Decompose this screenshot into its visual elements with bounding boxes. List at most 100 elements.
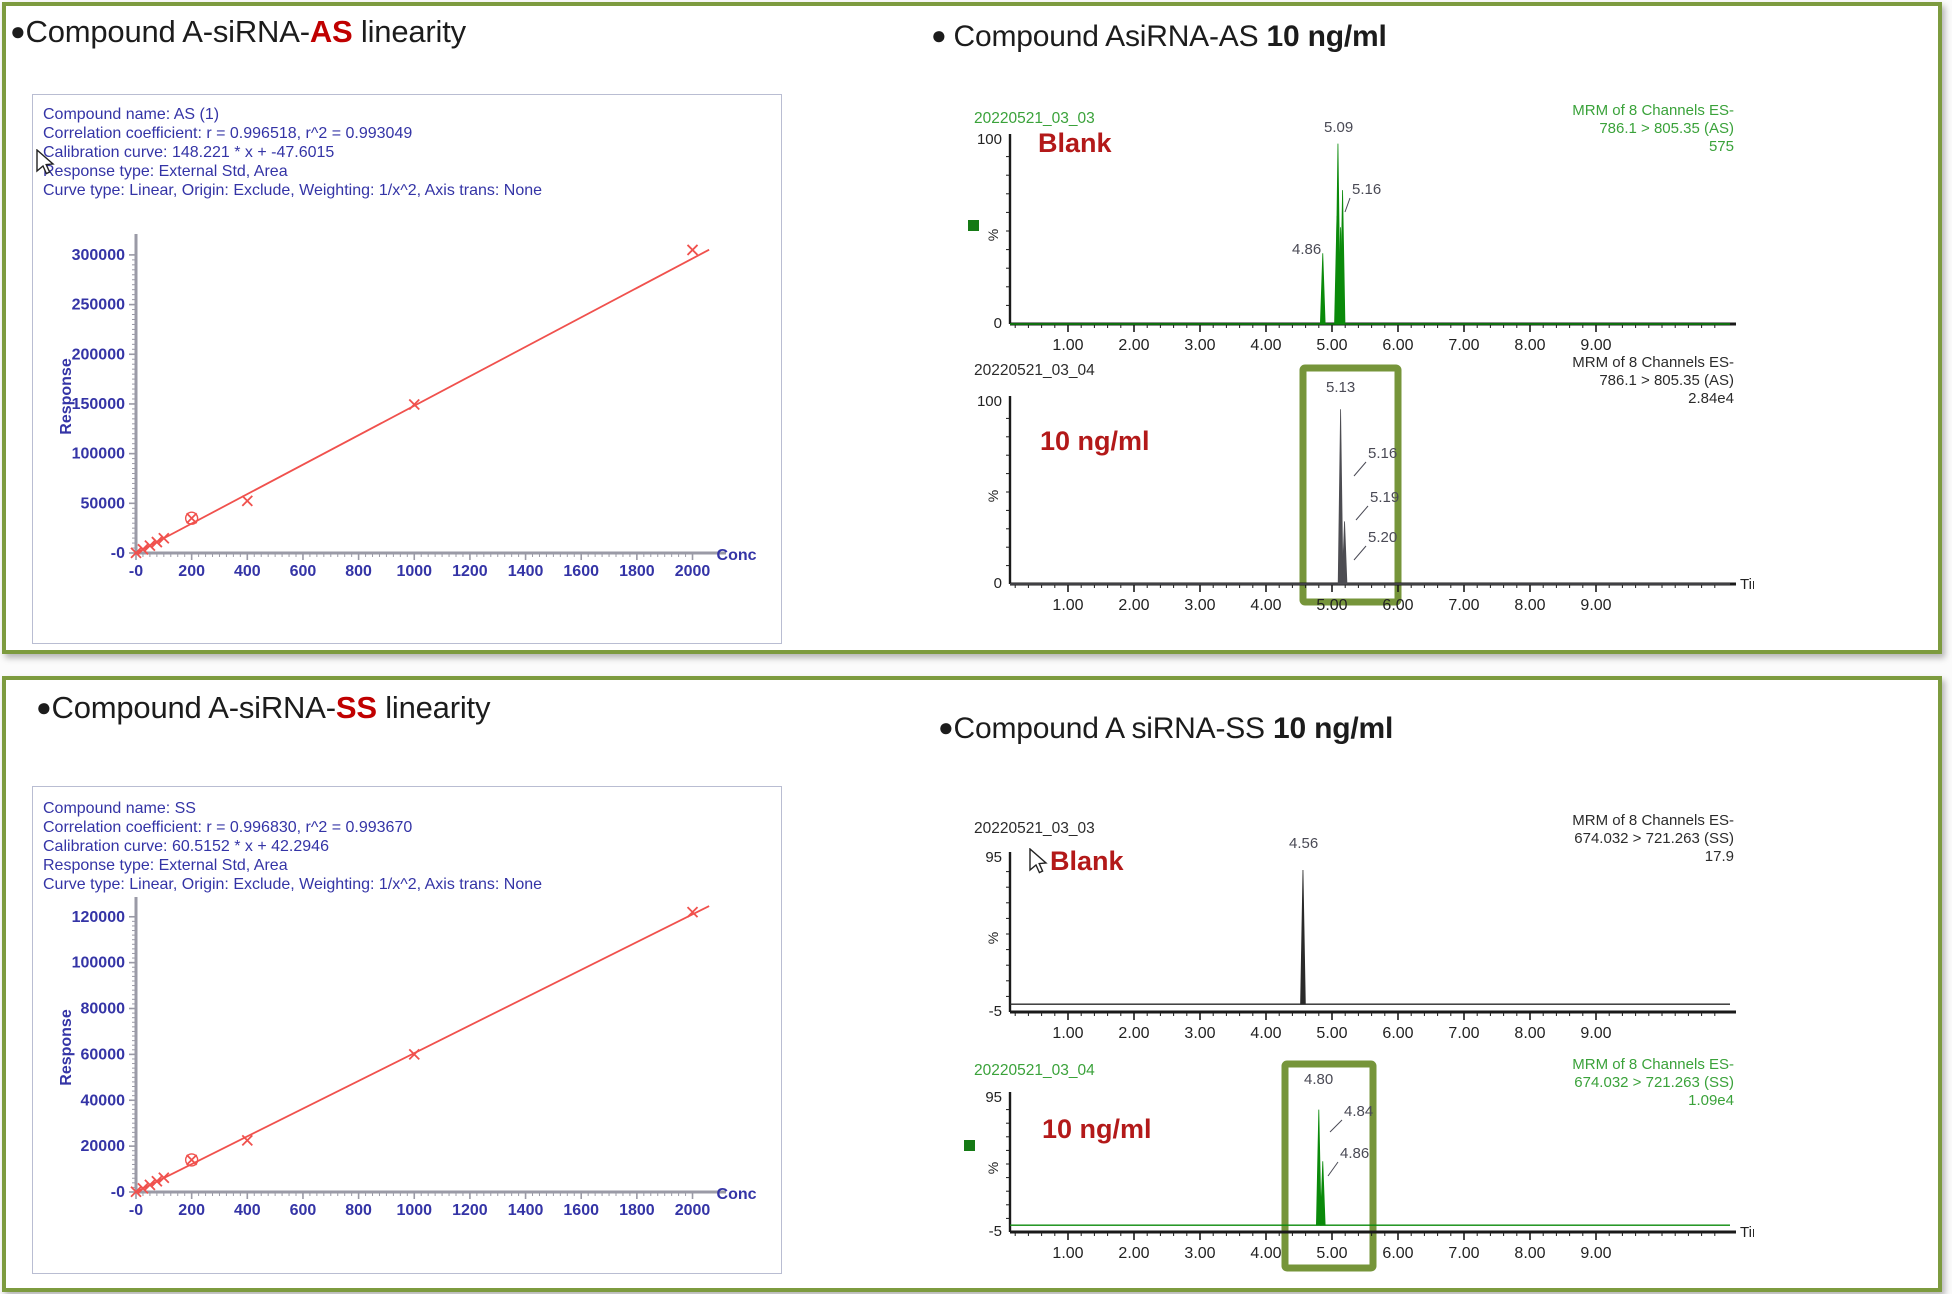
mrm-line: 674.032 > 721.263 (SS) bbox=[1574, 830, 1734, 847]
x-tick-label: -0 bbox=[129, 1202, 143, 1219]
x-tick-label: 4.00 bbox=[1250, 1025, 1281, 1042]
panel-ss: ●Compound A-siRNA-SS linearity Compound … bbox=[2, 676, 1942, 1292]
mrm-channel-info: MRM of 8 Channels ES- 786.1 > 805.35 (AS… bbox=[1572, 102, 1734, 156]
as-linearity-chart-box: Compound name: AS (1) Correlation coeffi… bbox=[32, 94, 782, 644]
x-tick-label: 1.00 bbox=[1052, 597, 1083, 614]
x-tick-label: 1200 bbox=[452, 1202, 488, 1219]
mrm-line: 786.1 > 805.35 (AS) bbox=[1599, 120, 1734, 137]
x-tick-label: 2.00 bbox=[1118, 1025, 1149, 1042]
x-tick-label: 8.00 bbox=[1514, 1245, 1545, 1262]
x-axis-title: Conc bbox=[717, 547, 757, 564]
x-tick-label: 1.00 bbox=[1052, 1025, 1083, 1042]
x-tick-label: 200 bbox=[178, 1202, 205, 1219]
peak bbox=[1315, 1109, 1322, 1226]
x-tick-label: 800 bbox=[345, 563, 372, 580]
data-point bbox=[186, 1154, 198, 1166]
x-tick-label: 9.00 bbox=[1580, 337, 1611, 352]
data-point bbox=[158, 1172, 170, 1184]
stat-line: Curve type: Linear, Origin: Exclude, Wei… bbox=[43, 876, 543, 893]
stat-line: Response type: External Std, Area bbox=[43, 163, 288, 180]
peak-label: 5.09 bbox=[1324, 119, 1353, 136]
x-tick-label: 4.00 bbox=[1250, 597, 1281, 614]
x-tick-label: 9.00 bbox=[1580, 1025, 1611, 1042]
peak-label-leader bbox=[1344, 197, 1351, 213]
blank-annotation: Blank bbox=[1038, 128, 1112, 158]
stat-line: Calibration curve: 60.5152 * x + 42.2946 bbox=[43, 838, 329, 855]
mouse-cursor-icon bbox=[1029, 848, 1048, 874]
x-tick-label: 2.00 bbox=[1118, 337, 1149, 352]
as-10ngml-chromatogram: 20220521_03_04 MRM of 8 Channels ES- 786… bbox=[954, 352, 1754, 620]
ss-linearity-chart-box: Compound name: SS Correlation coefficien… bbox=[32, 786, 782, 1274]
ss-blank-chromatogram: 20220521_03_03 MRM of 8 Channels ES- 674… bbox=[954, 812, 1754, 1054]
peak bbox=[1319, 1161, 1326, 1226]
mouse-cursor-icon bbox=[36, 149, 55, 175]
y-axis-unit: % bbox=[985, 932, 1001, 944]
excluded-point-circle bbox=[184, 1153, 199, 1167]
file-label: 20220521_03_03 bbox=[974, 110, 1095, 127]
y-tick-label: 300000 bbox=[72, 247, 125, 264]
x-tick-label: 1600 bbox=[563, 563, 599, 580]
data-point bbox=[408, 398, 420, 411]
x-tick-label: 1800 bbox=[619, 1202, 655, 1219]
x-tick-label: 600 bbox=[290, 1202, 317, 1219]
x-tick-label: 3.00 bbox=[1184, 597, 1215, 614]
y-tick-label: -0 bbox=[111, 1184, 125, 1201]
data-point bbox=[144, 540, 156, 552]
excluded-point-circle bbox=[184, 511, 199, 525]
x-tick-label: 9.00 bbox=[1580, 1245, 1611, 1262]
mrm-line: 2.84e4 bbox=[1688, 390, 1734, 407]
data-point bbox=[137, 1182, 149, 1194]
as-10ngml-plot: 1.00 2.00 3.00 4.00 5.00 6.00 7.00 8.00 9.00 100 0… bbox=[977, 364, 1754, 614]
x-tick-label: 3.00 bbox=[1184, 1245, 1215, 1262]
concentration-annotation: 10 ng/ml bbox=[1042, 1114, 1152, 1144]
data-point bbox=[241, 495, 253, 507]
data-point bbox=[151, 536, 163, 548]
y-tick-label: 150000 bbox=[72, 396, 125, 413]
stat-line: Response type: External Std, Area bbox=[43, 857, 288, 874]
x-tick-label: 1600 bbox=[563, 1202, 599, 1219]
mrm-channel-info: MRM of 8 Channels ES- 674.032 > 721.263 … bbox=[1572, 1056, 1734, 1110]
data-point bbox=[130, 547, 142, 559]
y-bottom-label: -5 bbox=[989, 1003, 1002, 1020]
as-blank-chromatogram: 20220521_03_03 MRM of 8 Channels ES- 786… bbox=[954, 102, 1754, 352]
bullet-icon: ● bbox=[36, 692, 52, 722]
y-top-label: 95 bbox=[985, 1089, 1002, 1106]
y-top-label: 95 bbox=[985, 849, 1002, 866]
x-tick-label: 7.00 bbox=[1448, 337, 1479, 352]
x-tick-label: 800 bbox=[345, 1202, 372, 1219]
data-point bbox=[144, 1179, 156, 1191]
peak-label: 4.84 bbox=[1344, 1103, 1373, 1120]
x-tick-label: 3.00 bbox=[1184, 337, 1215, 352]
x-tick-label: 1.00 bbox=[1052, 1245, 1083, 1262]
peak-label: 5.16 bbox=[1368, 445, 1397, 462]
x-tick-label: 5.00 bbox=[1316, 1245, 1347, 1262]
bullet-icon: ● bbox=[938, 712, 954, 742]
fit-line bbox=[135, 248, 710, 554]
y-axis-unit: % bbox=[985, 1162, 1001, 1174]
highlight-box bbox=[1281, 1060, 1377, 1272]
x-tick-label: 8.00 bbox=[1514, 1025, 1545, 1042]
y-top-label: 100 bbox=[977, 393, 1002, 410]
data-point bbox=[408, 1048, 420, 1061]
x-tick-label: 5.00 bbox=[1316, 337, 1347, 352]
fit-line bbox=[135, 905, 710, 1193]
x-tick-label: 4.00 bbox=[1250, 337, 1281, 352]
y-top-label: 100 bbox=[977, 131, 1002, 148]
y-bottom-label: -5 bbox=[989, 1223, 1002, 1240]
x-tick-label: 3.00 bbox=[1184, 1025, 1215, 1042]
y-tick-label: 200000 bbox=[72, 346, 125, 363]
mrm-line: MRM of 8 Channels ES- bbox=[1572, 1056, 1734, 1073]
mrm-line: MRM of 8 Channels ES- bbox=[1572, 812, 1734, 829]
x-tick-label: 5.00 bbox=[1316, 597, 1347, 614]
bullet-icon: ● bbox=[10, 16, 26, 46]
panel-as-right-title: ● Compound AsiRNA-AS 10 ng/ml bbox=[931, 20, 1387, 53]
peak-label-leader bbox=[1353, 461, 1367, 477]
peak-label: 4.80 bbox=[1304, 1071, 1333, 1088]
mrm-line: 575 bbox=[1708, 138, 1734, 155]
x-tick-label: 7.00 bbox=[1448, 1025, 1479, 1042]
peak-label: 4.56 bbox=[1289, 835, 1318, 852]
x-tick-label: 9.00 bbox=[1580, 597, 1611, 614]
y-tick-label: 100000 bbox=[72, 955, 125, 972]
as-calibration-stats: Compound name: AS (1) Correlation coeffi… bbox=[43, 105, 542, 200]
data-point bbox=[241, 1134, 253, 1147]
